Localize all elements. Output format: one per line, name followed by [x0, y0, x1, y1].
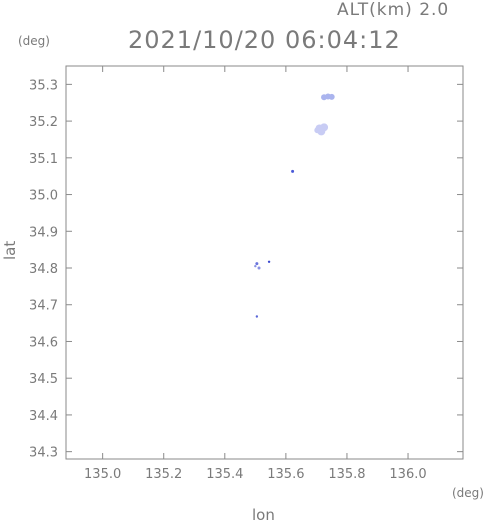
x-tick-label: 135.6	[267, 467, 304, 482]
x-axis-unit: (deg)	[452, 486, 484, 500]
x-tick-label: 136.0	[389, 467, 426, 482]
y-tick-label: 35.0	[29, 189, 58, 204]
x-tick-label: 135.0	[84, 467, 121, 482]
data-point	[255, 262, 259, 266]
data-point	[328, 93, 335, 100]
y-tick-label: 35.3	[29, 78, 58, 93]
chart-title: 2021/10/20 06:04:12	[128, 26, 401, 54]
y-tick-label: 35.2	[29, 115, 58, 130]
y-tick-label: 34.4	[29, 409, 58, 424]
data-point	[254, 264, 257, 268]
y-axis-unit: (deg)	[18, 34, 50, 48]
x-tick-label: 135.2	[145, 467, 182, 482]
x-tick-label: 135.8	[328, 467, 365, 482]
altitude-label: ALT(km) 2.0	[337, 0, 450, 20]
y-tick-label: 34.6	[29, 335, 58, 350]
y-tick-label: 34.3	[29, 446, 58, 461]
y-tick-label: 34.8	[29, 262, 58, 277]
y-tick-label: 35.1	[29, 152, 58, 167]
x-axis-label: lon	[252, 506, 275, 524]
data-points	[254, 93, 335, 318]
x-tick-label: 135.4	[206, 467, 243, 482]
y-tick-label: 34.9	[29, 225, 58, 240]
x-ticks: 135.0 135.2 135.4 135.6 135.8 136.0	[84, 66, 427, 482]
plot-frame	[65, 65, 464, 460]
data-point	[267, 260, 271, 263]
y-tick-label: 34.5	[29, 372, 58, 387]
data-point	[314, 127, 321, 134]
y-tick-label: 34.7	[29, 299, 58, 314]
data-point	[257, 266, 261, 270]
data-point	[291, 169, 295, 173]
y-ticks: 34.3 34.4 34.5 34.6 34.7 34.8 34.9 35.0 35.1 35.2…	[29, 78, 463, 461]
data-point	[255, 315, 259, 318]
